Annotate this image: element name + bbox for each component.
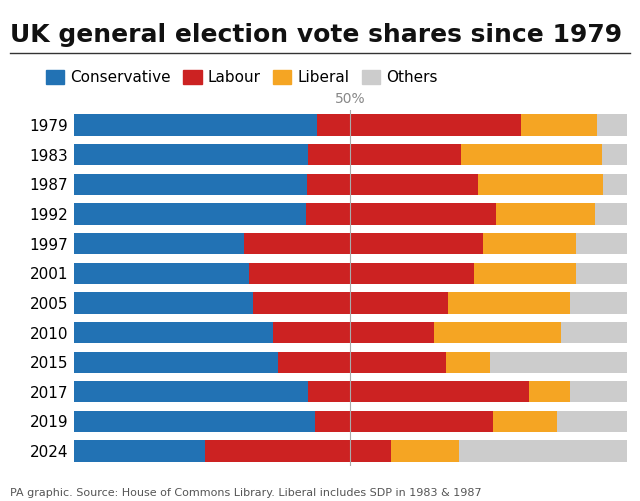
Bar — [74, 352, 278, 373]
Bar — [244, 233, 483, 255]
Bar — [308, 144, 461, 165]
Bar — [602, 144, 627, 165]
Bar — [273, 322, 434, 343]
Bar — [205, 440, 392, 462]
Bar — [595, 203, 627, 224]
Bar — [448, 292, 570, 314]
Bar — [307, 174, 477, 195]
Bar — [305, 203, 496, 224]
Bar — [474, 263, 576, 284]
Bar — [308, 381, 529, 402]
Bar — [249, 263, 474, 284]
Bar — [74, 114, 317, 136]
Bar — [570, 381, 627, 402]
Legend: Conservative, Labour, Liberal, Others: Conservative, Labour, Liberal, Others — [46, 70, 438, 85]
Text: PA graphic. Source: House of Commons Library. Liberal includes SDP in 1983 & 198: PA graphic. Source: House of Commons Lib… — [10, 488, 481, 498]
Bar — [392, 440, 459, 462]
Bar — [490, 352, 627, 373]
Bar — [74, 381, 308, 402]
Bar — [74, 411, 315, 432]
Bar — [576, 263, 627, 284]
Bar — [74, 440, 205, 462]
Text: UK general election vote shares since 1979: UK general election vote shares since 19… — [10, 23, 621, 47]
Bar — [570, 292, 627, 314]
Bar — [315, 411, 493, 432]
Bar — [74, 174, 307, 195]
Bar — [483, 233, 576, 255]
Bar — [74, 144, 308, 165]
Bar — [529, 381, 570, 402]
Bar — [74, 203, 305, 224]
Bar — [459, 440, 627, 462]
Bar — [576, 233, 627, 255]
Bar — [434, 322, 561, 343]
Bar — [74, 322, 273, 343]
Bar — [278, 352, 446, 373]
Bar — [493, 411, 557, 432]
Bar — [496, 203, 595, 224]
Bar — [74, 292, 253, 314]
Bar — [446, 352, 490, 373]
Bar — [561, 322, 627, 343]
Bar — [603, 174, 627, 195]
Bar — [74, 263, 249, 284]
Bar — [521, 114, 597, 136]
Bar — [317, 114, 521, 136]
Text: 50%: 50% — [335, 92, 365, 106]
Bar — [597, 114, 627, 136]
Bar — [557, 411, 627, 432]
Bar — [477, 174, 603, 195]
Bar — [253, 292, 448, 314]
Bar — [461, 144, 602, 165]
Bar — [74, 233, 244, 255]
